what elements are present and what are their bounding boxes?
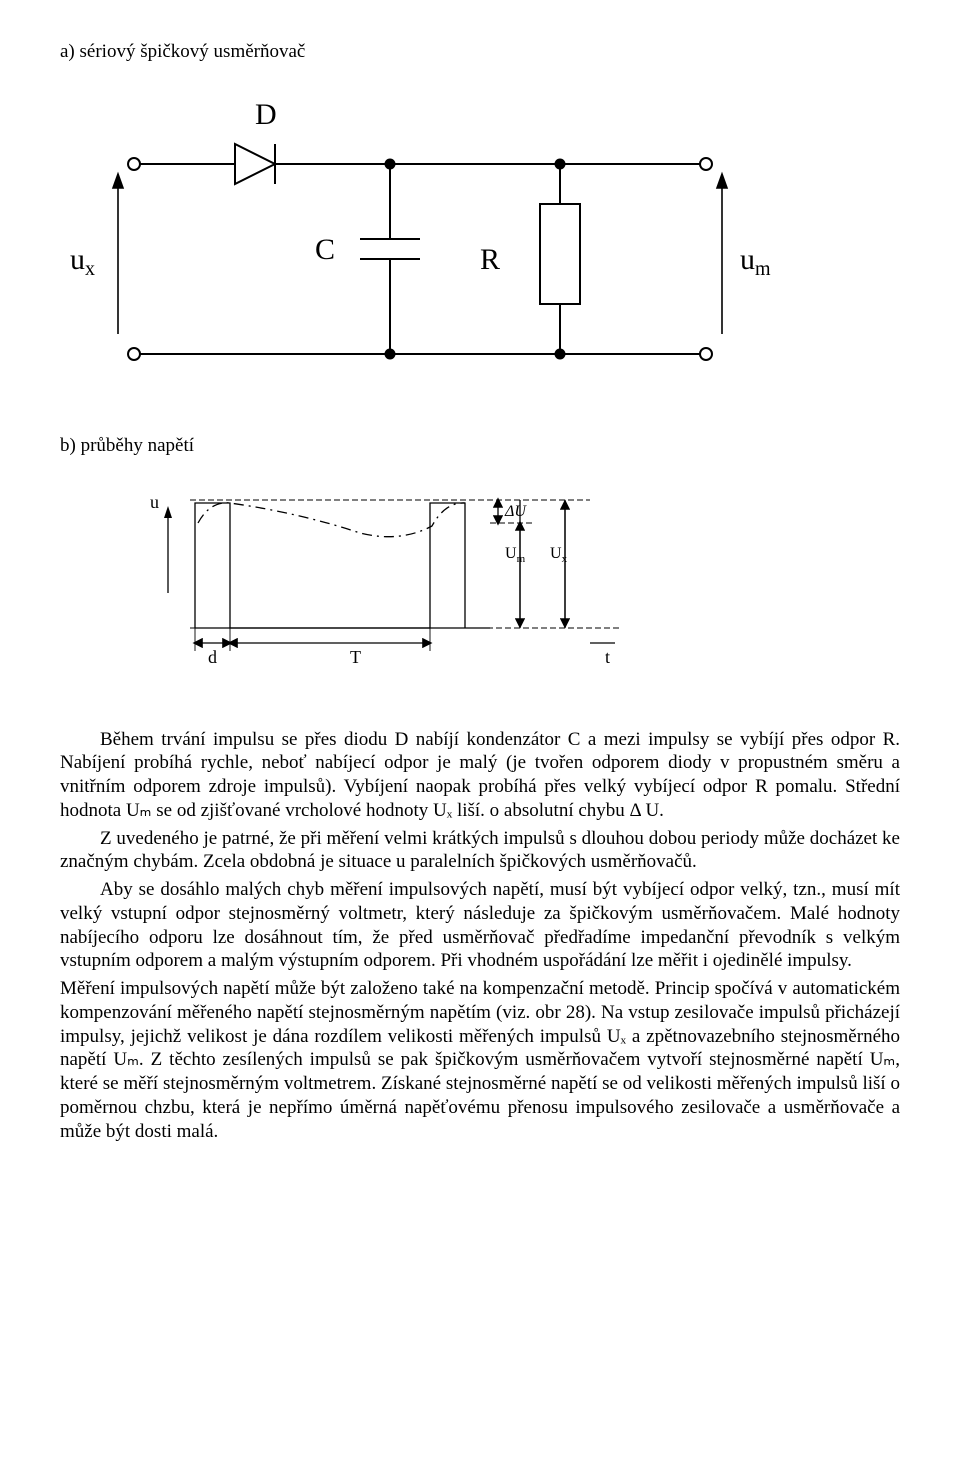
waveform-diagram: u ΔU Um Ux d T t (60, 468, 900, 698)
label-c: C (315, 233, 335, 266)
label-ux: ux (70, 243, 95, 280)
wf-label-um: Um (505, 545, 526, 565)
circuit-diagram: D C R ux um (60, 74, 900, 404)
paragraph-1: Během trvání impulsu se přes diodu D nab… (60, 728, 900, 823)
wf-label-d: d (208, 647, 217, 667)
wf-label-du: ΔU (504, 503, 527, 520)
heading-b: b) průběhy napětí (60, 434, 900, 458)
wf-label-u: u (150, 492, 159, 512)
wf-label-T: T (350, 647, 361, 667)
label-d: D (255, 98, 277, 131)
paragraph-2: Z uvedeného je patrné, že při měření vel… (60, 827, 900, 875)
paragraph-4: Měření impulsových napětí může být založ… (60, 977, 900, 1143)
label-r: R (480, 243, 500, 276)
paragraph-3: Aby se dosáhlo malých chyb měření impuls… (60, 878, 900, 973)
wf-label-t: t (605, 647, 610, 667)
label-um: um (740, 243, 771, 280)
heading-a: a) sériový špičkový usměrňovač (60, 40, 900, 64)
